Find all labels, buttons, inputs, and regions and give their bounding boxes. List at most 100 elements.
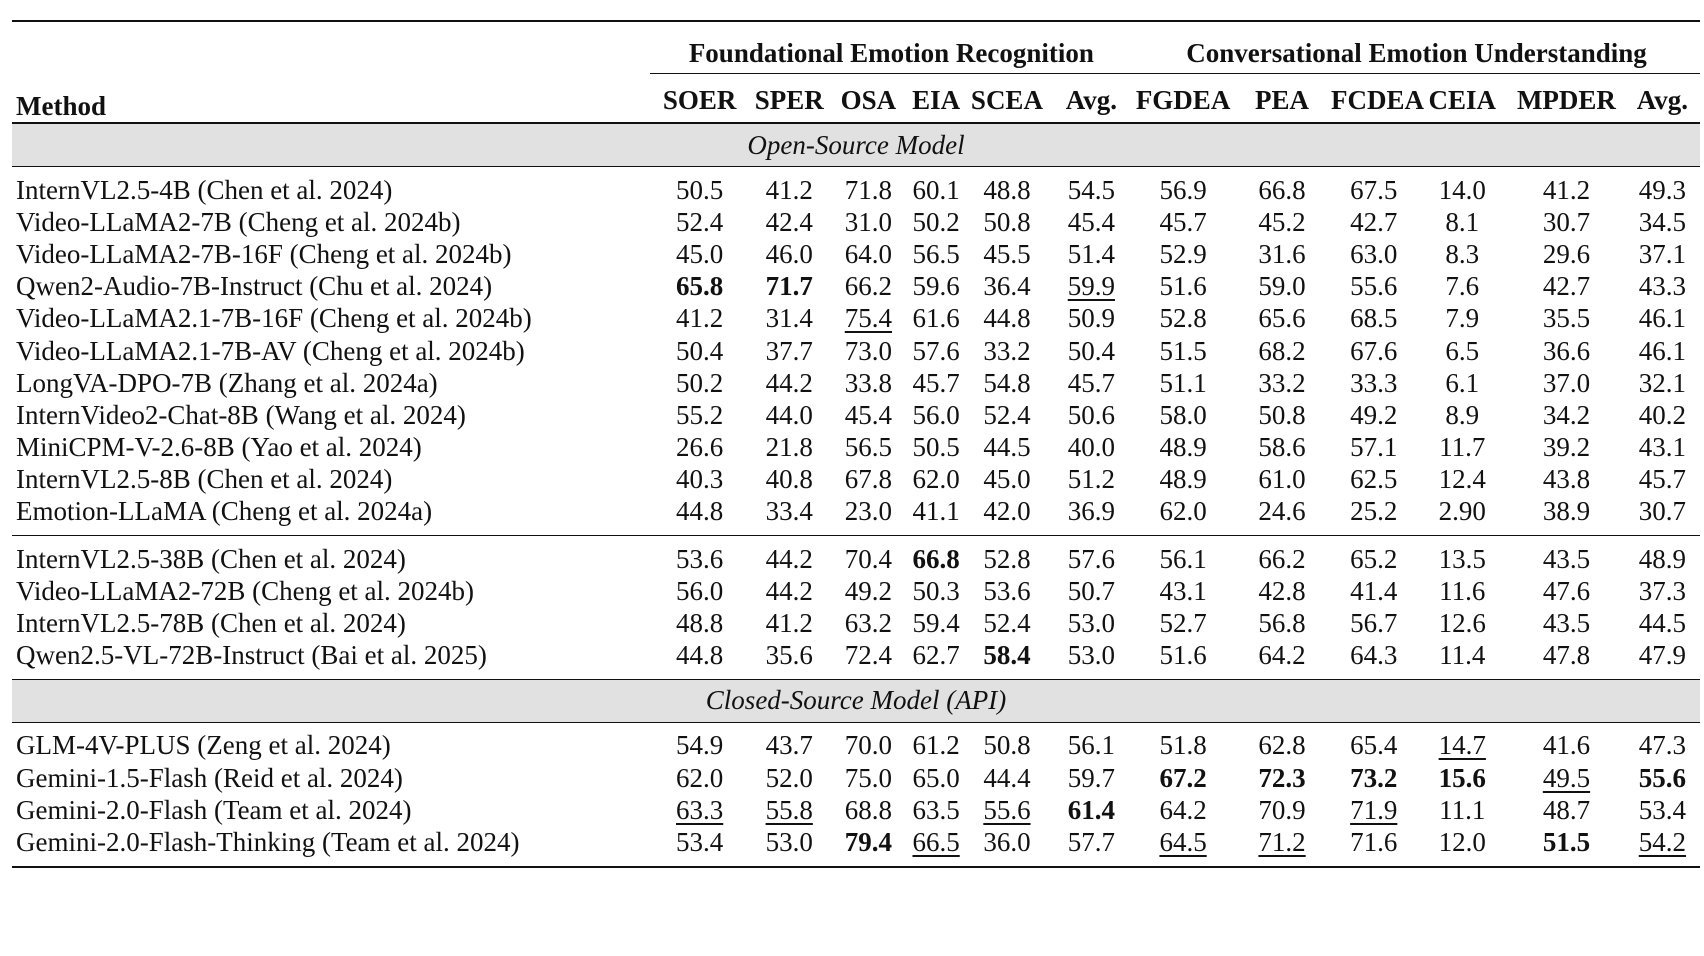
- score-value: 34.5: [1638, 206, 1687, 237]
- score-value: 56.8: [1258, 608, 1306, 639]
- score-value: 44.8: [676, 496, 724, 527]
- score-value: 75.0: [844, 762, 893, 793]
- score-value: 51.6: [1159, 640, 1207, 671]
- score-cell: 8.9: [1416, 399, 1508, 431]
- score-cell: 67.2: [1133, 762, 1233, 794]
- score-cell: 42.4: [750, 206, 829, 238]
- score-cell: 54.5: [1050, 174, 1133, 206]
- table-row: Gemini-2.0-Flash-Thinking (Team et al. 2…: [12, 826, 1700, 858]
- score-value: 73.2: [1350, 762, 1398, 793]
- score-value: 50.7: [1067, 575, 1115, 606]
- score-value: 31.6: [1258, 238, 1306, 269]
- score-value: 49.2: [844, 575, 893, 606]
- score-cell: 71.2: [1233, 826, 1331, 858]
- method-name: Video-LLaMA2.1-7B-16F (Cheng et al. 2024…: [16, 303, 532, 334]
- score-cell: 65.0: [908, 762, 964, 794]
- score-value: 44.8: [983, 303, 1031, 334]
- score-value: 41.2: [765, 608, 813, 639]
- score-value: 53.0: [1067, 640, 1115, 671]
- score-value: 51.1: [1159, 367, 1207, 398]
- score-value: 56.9: [1159, 174, 1207, 205]
- score-value: 66.8: [912, 543, 960, 574]
- score-value: 50.5: [676, 174, 724, 205]
- score-cell: 48.9: [1625, 543, 1700, 575]
- score-cell: 12.0: [1416, 826, 1508, 858]
- table-row: Video-LLaMA2-7B-16F (Cheng et al. 2024b)…: [12, 238, 1700, 270]
- score-cell: 51.4: [1050, 238, 1133, 270]
- row-spacer: [12, 167, 1700, 175]
- row-spacer-cell: [12, 167, 1700, 175]
- method-name: Video-LLaMA2-7B (Cheng et al. 2024b): [16, 206, 461, 237]
- score-value: 44.0: [765, 399, 813, 430]
- score-cell: 6.1: [1416, 367, 1508, 399]
- score-cell: 33.8: [829, 367, 908, 399]
- score-cell: 45.5: [964, 238, 1049, 270]
- score-value: 64.2: [1159, 794, 1207, 825]
- score-value: 25.2: [1350, 496, 1398, 527]
- score-value: 50.2: [912, 206, 960, 237]
- table-row: LongVA-DPO-7B (Zhang et al. 2024a) 50.2 44…: [12, 367, 1700, 399]
- score-value: 53.0: [765, 826, 813, 857]
- score-value: 8.1: [1445, 206, 1480, 237]
- score-cell: 49.2: [829, 575, 908, 607]
- score-value: 43.7: [765, 730, 813, 761]
- score-cell: 44.8: [964, 303, 1049, 335]
- score-cell: 63.3: [650, 794, 750, 826]
- column-header: FGDEA: [1135, 84, 1231, 115]
- score-cell: 65.2: [1331, 543, 1416, 575]
- method-name: InternVL2.5-78B (Chen et al. 2024): [16, 608, 406, 639]
- score-cell: 35.6: [750, 640, 829, 672]
- score-cell: 70.9: [1233, 794, 1331, 826]
- column-header: Avg.: [1065, 84, 1117, 115]
- score-cell: 62.5: [1331, 464, 1416, 496]
- score-value: 40.0: [1067, 432, 1115, 463]
- score-value: 43.1: [1159, 575, 1207, 606]
- score-value: 44.4: [983, 762, 1031, 793]
- score-cell: 56.7: [1331, 607, 1416, 639]
- row-spacer: [12, 722, 1700, 730]
- score-value: 38.9: [1542, 496, 1591, 527]
- score-cell: 59.0: [1233, 271, 1331, 303]
- table-row: InternVL2.5-4B (Chen et al. 2024) 50.5 41.…: [12, 174, 1700, 206]
- score-value: 43.3: [1638, 271, 1687, 302]
- score-value: 58.6: [1258, 432, 1306, 463]
- score-cell: 32.1: [1625, 367, 1700, 399]
- score-value: 59.9: [1067, 271, 1115, 302]
- table-row: InternVideo2-Chat-8B (Wang et al. 2024) 5…: [12, 399, 1700, 431]
- score-cell: 57.1: [1331, 432, 1416, 464]
- score-value: 31.4: [765, 303, 813, 334]
- score-value: 11.1: [1439, 794, 1486, 825]
- score-value: 37.3: [1638, 575, 1687, 606]
- score-value: 45.4: [1067, 206, 1115, 237]
- score-value: 66.2: [844, 271, 893, 302]
- score-value: 62.0: [912, 464, 960, 495]
- score-cell: 67.5: [1331, 174, 1416, 206]
- table-row: Video-LLaMA2-7B (Cheng et al. 2024b) 52.4…: [12, 206, 1700, 238]
- score-cell: 63.0: [1331, 238, 1416, 270]
- score-value: 56.0: [676, 575, 724, 606]
- score-cell: 6.5: [1416, 335, 1508, 367]
- score-cell: 72.4: [829, 640, 908, 672]
- score-cell: 41.2: [750, 174, 829, 206]
- score-cell: 45.7: [908, 367, 964, 399]
- score-cell: 53.0: [750, 826, 829, 858]
- section-title: Open-Source Model: [12, 123, 1700, 167]
- score-value: 50.8: [983, 730, 1031, 761]
- score-cell: 8.1: [1416, 206, 1508, 238]
- score-cell: 56.5: [908, 238, 964, 270]
- score-cell: 48.8: [650, 607, 750, 639]
- score-cell: 23.0: [829, 496, 908, 528]
- score-cell: 44.4: [964, 762, 1049, 794]
- score-cell: 37.0: [1508, 367, 1625, 399]
- score-value: 57.6: [1067, 543, 1115, 574]
- score-value: 48.8: [983, 174, 1031, 205]
- score-cell: 54.2: [1625, 826, 1700, 858]
- table-row: Video-LLaMA2.1-7B-16F (Cheng et al. 2024…: [12, 303, 1700, 335]
- score-value: 14.7: [1438, 730, 1486, 761]
- score-cell: 71.6: [1331, 826, 1416, 858]
- score-value: 53.4: [676, 826, 724, 857]
- score-cell: 50.8: [964, 730, 1049, 762]
- score-cell: 46.0: [750, 238, 829, 270]
- score-value: 75.4: [844, 303, 893, 334]
- score-cell: 50.5: [650, 174, 750, 206]
